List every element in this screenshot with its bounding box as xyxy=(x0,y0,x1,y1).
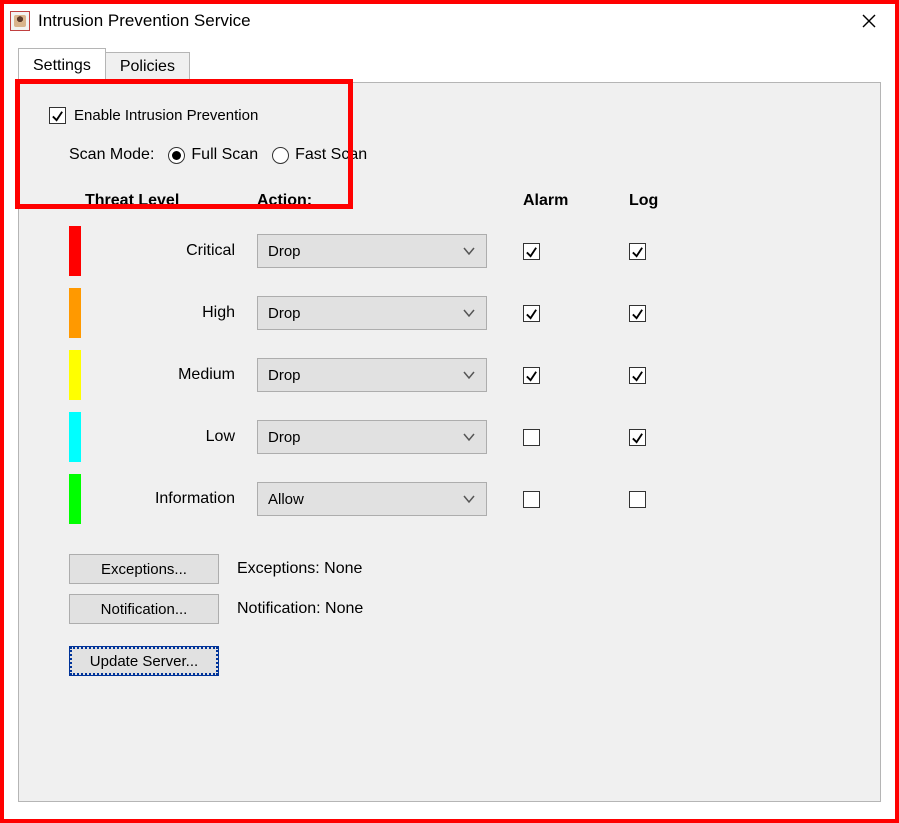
checkmark-icon xyxy=(631,431,644,444)
radio-full-scan[interactable] xyxy=(168,147,185,164)
app-icon xyxy=(10,11,30,31)
action-select-value: Allow xyxy=(268,491,304,508)
action-select[interactable]: Allow xyxy=(257,482,487,516)
checkmark-icon xyxy=(525,369,538,382)
threat-row-critical: Critical Drop xyxy=(69,220,858,282)
chevron-down-icon xyxy=(462,429,476,446)
log-checkbox[interactable] xyxy=(629,491,646,508)
tab-settings[interactable]: Settings xyxy=(18,48,106,83)
threat-row-high: High Drop xyxy=(69,282,858,344)
notification-status: Notification: None xyxy=(237,600,363,618)
threat-label: Medium xyxy=(101,366,241,384)
chevron-down-icon xyxy=(462,243,476,260)
log-checkbox[interactable] xyxy=(629,429,646,446)
checkmark-icon xyxy=(525,307,538,320)
tab-policies[interactable]: Policies xyxy=(106,52,190,82)
radio-fast-scan-label: Fast Scan xyxy=(295,146,367,164)
scan-mode-fast[interactable]: Fast Scan xyxy=(272,146,367,164)
radio-full-scan-label: Full Scan xyxy=(191,146,258,164)
update-row: Update Server... xyxy=(69,646,858,676)
alarm-checkbox[interactable] xyxy=(523,243,540,260)
notification-row: Notification... Notification: None xyxy=(69,594,858,624)
log-checkbox[interactable] xyxy=(629,305,646,322)
exceptions-row: Exceptions... Exceptions: None xyxy=(69,554,858,584)
chevron-down-icon xyxy=(462,367,476,384)
threat-color-bar xyxy=(69,226,81,276)
notification-button[interactable]: Notification... xyxy=(69,594,219,624)
enable-label: Enable Intrusion Prevention xyxy=(74,107,258,124)
threat-label: Information xyxy=(101,490,241,508)
action-select[interactable]: Drop xyxy=(257,234,487,268)
highlight-annotation xyxy=(15,79,353,209)
window-frame: Intrusion Prevention Service SettingsPol… xyxy=(0,0,899,823)
log-checkbox[interactable] xyxy=(629,243,646,260)
checkmark-icon xyxy=(631,307,644,320)
alarm-checkbox[interactable] xyxy=(523,367,540,384)
update-server-button[interactable]: Update Server... xyxy=(69,646,219,676)
tab-page-settings: Enable Intrusion Prevention Scan Mode: F… xyxy=(18,82,881,802)
action-select-value: Drop xyxy=(268,305,301,322)
checkmark-icon xyxy=(525,245,538,258)
log-checkbox[interactable] xyxy=(629,367,646,384)
scan-mode-full[interactable]: Full Scan xyxy=(168,146,258,164)
header-action: Action: xyxy=(257,192,507,210)
threat-row-low: Low Drop xyxy=(69,406,858,468)
enable-checkbox[interactable] xyxy=(49,107,66,124)
header-threat-level: Threat Level xyxy=(85,192,241,210)
exceptions-status: Exceptions: None xyxy=(237,560,362,578)
threat-color-bar xyxy=(69,412,81,462)
action-select-value: Drop xyxy=(268,429,301,446)
checkmark-icon xyxy=(631,369,644,382)
client-area: SettingsPolicies Enable Intrusion Preven… xyxy=(18,48,881,809)
threat-row-information: Information Allow xyxy=(69,468,858,530)
threat-label: Low xyxy=(101,428,241,446)
threat-row-medium: Medium Drop xyxy=(69,344,858,406)
threat-color-bar xyxy=(69,288,81,338)
chevron-down-icon xyxy=(462,491,476,508)
scan-mode-row: Scan Mode: Full Scan Fast Scan xyxy=(69,146,858,164)
threat-grid: Threat Level Action: Alarm Log Critical D… xyxy=(69,192,858,530)
action-select[interactable]: Drop xyxy=(257,420,487,454)
threat-label: High xyxy=(101,304,241,322)
action-select[interactable]: Drop xyxy=(257,358,487,392)
radio-fast-scan[interactable] xyxy=(272,147,289,164)
scan-mode-label: Scan Mode: xyxy=(69,146,154,164)
action-select-value: Drop xyxy=(268,367,301,384)
threat-color-bar xyxy=(69,350,81,400)
header-alarm: Alarm xyxy=(523,192,613,210)
action-select[interactable]: Drop xyxy=(257,296,487,330)
close-icon xyxy=(862,14,876,28)
window-title: Intrusion Prevention Service xyxy=(38,11,251,31)
alarm-checkbox[interactable] xyxy=(523,491,540,508)
checkmark-icon xyxy=(51,109,64,122)
close-button[interactable] xyxy=(849,6,889,36)
exceptions-button[interactable]: Exceptions... xyxy=(69,554,219,584)
checkmark-icon xyxy=(631,245,644,258)
tabstrip: SettingsPolicies xyxy=(18,48,881,82)
header-log: Log xyxy=(629,192,719,210)
chevron-down-icon xyxy=(462,305,476,322)
titlebar: Intrusion Prevention Service xyxy=(4,4,895,38)
action-select-value: Drop xyxy=(268,243,301,260)
enable-row: Enable Intrusion Prevention xyxy=(49,107,858,124)
threat-color-bar xyxy=(69,474,81,524)
grid-header: Threat Level Action: Alarm Log xyxy=(69,192,858,210)
threat-label: Critical xyxy=(101,242,241,260)
alarm-checkbox[interactable] xyxy=(523,305,540,322)
alarm-checkbox[interactable] xyxy=(523,429,540,446)
